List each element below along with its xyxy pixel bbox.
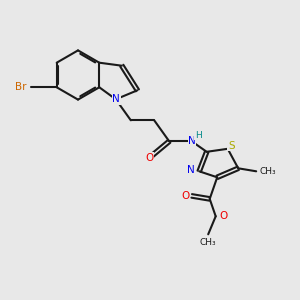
Text: CH₃: CH₃: [259, 167, 276, 176]
Text: N: N: [187, 165, 195, 175]
Text: N: N: [188, 136, 196, 146]
Text: Br: Br: [15, 82, 27, 92]
Text: H: H: [195, 131, 202, 140]
Text: O: O: [219, 211, 228, 221]
Text: O: O: [181, 191, 189, 201]
Text: CH₃: CH₃: [200, 238, 217, 247]
Text: N: N: [112, 94, 120, 104]
Text: S: S: [228, 141, 235, 151]
Text: O: O: [146, 153, 154, 163]
